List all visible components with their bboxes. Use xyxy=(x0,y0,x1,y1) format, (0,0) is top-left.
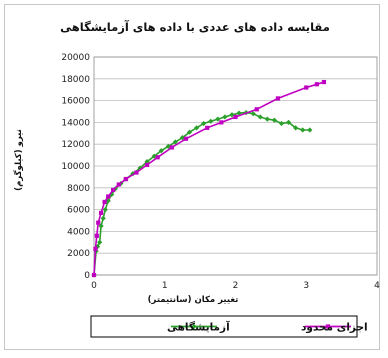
data-point xyxy=(205,125,210,130)
data-point xyxy=(186,129,193,135)
legend: اجزای محدود آزمایشگاهی xyxy=(90,315,368,338)
data-point xyxy=(111,187,116,193)
data-point xyxy=(102,199,107,205)
series-finite-element xyxy=(91,79,327,278)
series-line xyxy=(93,81,325,276)
data-point xyxy=(100,215,106,221)
x-tick-label: 2 xyxy=(233,281,239,291)
y-axis-label: نیرو (کیلوگرم) xyxy=(13,129,24,191)
data-point xyxy=(158,148,164,154)
data-point xyxy=(193,125,200,131)
data-point xyxy=(278,120,285,127)
data-point xyxy=(314,82,319,87)
data-point xyxy=(134,170,139,175)
x-tick-labels: 0 1 2 3 4 xyxy=(91,281,380,291)
data-point xyxy=(250,111,256,117)
data-point xyxy=(304,85,309,90)
data-point xyxy=(91,272,97,278)
data-point xyxy=(271,117,278,123)
data-point xyxy=(165,143,171,149)
y-tick-label: 12000 xyxy=(61,140,90,150)
legend-label: آزمایشگاهی xyxy=(167,321,230,334)
data-point xyxy=(321,79,327,85)
data-point xyxy=(155,155,160,160)
data-point xyxy=(116,182,121,187)
data-point xyxy=(219,120,224,125)
data-point xyxy=(106,194,111,199)
chart-frame: مقایسه داده های عددی با داده های آزمایشگ… xyxy=(4,4,380,350)
series-group xyxy=(91,79,327,278)
data-point xyxy=(98,210,104,215)
data-point xyxy=(293,125,299,131)
x-tick-label: 0 xyxy=(91,281,97,291)
chart-title: مقایسه داده های عددی با داده های آزمایشگ… xyxy=(60,20,330,34)
data-point xyxy=(172,139,178,145)
data-point xyxy=(257,114,263,120)
legend-box xyxy=(90,315,358,338)
y-tick-label: 4000 xyxy=(67,227,90,237)
data-point xyxy=(94,233,99,238)
data-point xyxy=(102,207,108,213)
data-point xyxy=(222,114,228,120)
y-tick-label: 0 xyxy=(84,271,90,281)
data-point xyxy=(144,162,150,168)
data-point xyxy=(208,118,214,124)
plot-border xyxy=(93,56,378,276)
grid-lines xyxy=(94,56,377,276)
x-tick-label: 1 xyxy=(162,281,168,291)
data-point xyxy=(275,96,281,101)
legend-label: اجزای محدود xyxy=(301,322,368,334)
data-point xyxy=(183,136,189,141)
y-tick-label: 20000 xyxy=(61,53,90,63)
data-point xyxy=(191,323,197,330)
y-tick-label: 6000 xyxy=(67,206,90,216)
x-tick-label: 3 xyxy=(303,281,309,291)
x-axis-label: تغییر مکان (سانتیمتر) xyxy=(148,295,239,305)
y-tick-label: 2000 xyxy=(67,249,90,259)
series-line xyxy=(93,111,310,276)
data-point xyxy=(123,176,128,182)
y-tick-label: 8000 xyxy=(67,184,90,194)
data-point xyxy=(96,220,101,225)
series-experimental xyxy=(91,109,313,278)
data-point xyxy=(285,119,292,125)
y-tick-label: 18000 xyxy=(61,75,90,85)
y-tick-label: 16000 xyxy=(61,97,90,107)
y-tick-labels: 0 2000 4000 6000 8000 10000 12000 14000 16000 180… xyxy=(61,53,90,281)
data-point xyxy=(215,116,221,122)
data-point xyxy=(233,114,238,120)
data-point xyxy=(307,127,313,133)
data-point xyxy=(93,246,98,251)
line-chart: مقایسه داده های عددی با داده های آزمایشگ… xyxy=(13,20,380,338)
plot-area-border xyxy=(93,56,378,276)
data-point xyxy=(254,107,259,112)
x-tick-label: 4 xyxy=(374,281,380,291)
data-point xyxy=(300,127,306,133)
data-point xyxy=(97,239,103,245)
data-point xyxy=(201,120,207,127)
y-tick-label: 14000 xyxy=(61,118,90,128)
data-point xyxy=(151,153,157,159)
data-point xyxy=(179,135,186,141)
data-point xyxy=(325,324,331,329)
data-point xyxy=(229,112,235,118)
y-tick-label: 10000 xyxy=(61,162,90,172)
data-point xyxy=(264,116,270,122)
data-point xyxy=(169,145,174,150)
